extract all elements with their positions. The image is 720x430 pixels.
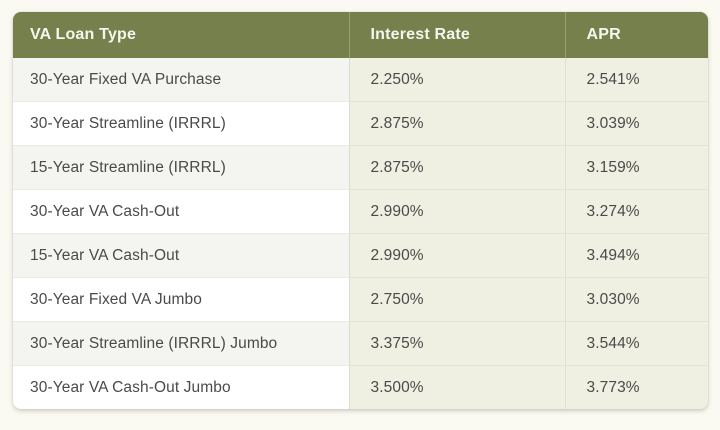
table-row: 15-Year Streamline (IRRRL) 2.875% 3.159% [13, 145, 708, 190]
va-loan-rate-table: VA Loan Type Interest Rate APR 30-Year F… [13, 12, 708, 409]
column-header-loan-type: VA Loan Type [13, 12, 349, 58]
apr-cell: 3.494% [564, 233, 708, 278]
interest-rate-cell: 2.990% [348, 189, 565, 234]
loan-type-cell: 30-Year VA Cash-Out Jumbo [13, 365, 349, 409]
apr-cell: 3.159% [564, 145, 708, 190]
apr-cell: 3.039% [564, 101, 708, 146]
table-row: 15-Year VA Cash-Out 2.990% 3.494% [13, 233, 708, 278]
apr-cell: 2.541% [564, 58, 708, 102]
interest-rate-cell: 2.750% [348, 277, 565, 322]
loan-type-cell: 15-Year Streamline (IRRRL) [13, 145, 349, 190]
loan-type-cell: 30-Year Fixed VA Purchase [13, 58, 349, 102]
table-row: 30-Year Streamline (IRRRL) Jumbo 3.375% … [13, 321, 708, 366]
interest-rate-cell: 2.990% [348, 233, 565, 278]
table-body: 30-Year Fixed VA Purchase 2.250% 2.541% … [13, 58, 708, 409]
loan-type-cell: 30-Year Streamline (IRRRL) Jumbo [13, 321, 349, 366]
interest-rate-cell: 3.500% [348, 365, 565, 409]
loan-type-cell: 30-Year Fixed VA Jumbo [13, 277, 349, 322]
table-row: 30-Year VA Cash-Out Jumbo 3.500% 3.773% [13, 365, 708, 409]
column-header-apr: APR [564, 12, 708, 58]
va-loan-rate-table-card: VA Loan Type Interest Rate APR 30-Year F… [13, 12, 708, 409]
apr-cell: 3.274% [564, 189, 708, 234]
table-row: 30-Year Fixed VA Purchase 2.250% 2.541% [13, 58, 708, 102]
interest-rate-cell: 2.875% [348, 145, 565, 190]
table-row: 30-Year Fixed VA Jumbo 2.750% 3.030% [13, 277, 708, 322]
apr-cell: 3.030% [564, 277, 708, 322]
apr-cell: 3.773% [564, 365, 708, 409]
apr-cell: 3.544% [564, 321, 708, 366]
interest-rate-cell: 2.250% [348, 58, 565, 102]
table-header-row: VA Loan Type Interest Rate APR [13, 12, 708, 58]
loan-type-cell: 30-Year Streamline (IRRRL) [13, 101, 349, 146]
table-row: 30-Year Streamline (IRRRL) 2.875% 3.039% [13, 101, 708, 146]
loan-type-cell: 30-Year VA Cash-Out [13, 189, 349, 234]
table-row: 30-Year VA Cash-Out 2.990% 3.274% [13, 189, 708, 234]
loan-type-cell: 15-Year VA Cash-Out [13, 233, 349, 278]
column-header-interest-rate: Interest Rate [348, 12, 565, 58]
interest-rate-cell: 2.875% [348, 101, 565, 146]
interest-rate-cell: 3.375% [348, 321, 565, 366]
